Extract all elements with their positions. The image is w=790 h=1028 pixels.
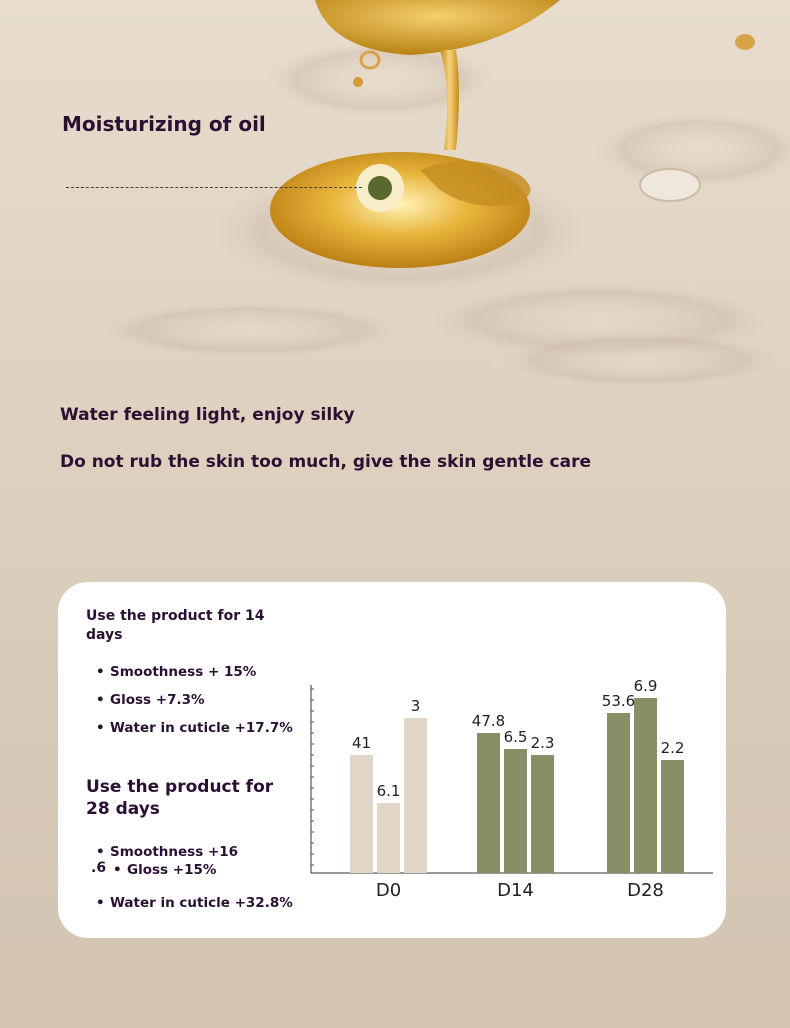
tagline-light: Water feeling light, enjoy silky — [60, 405, 355, 425]
bar-d0-2 — [404, 718, 427, 873]
bar-d14-0 — [477, 733, 500, 873]
bullet: • — [96, 895, 105, 911]
x-tick-label: D0 — [376, 880, 401, 901]
data-label: 41 — [352, 734, 371, 752]
bullet: • — [113, 862, 122, 878]
stat-14-gloss: • Gloss +7.3% — [96, 692, 205, 708]
bullet: • — [96, 692, 105, 708]
stat-14-water: • Water in cuticle +17.7% — [96, 720, 293, 736]
stat-28-smoothness: • Smoothness +16 — [96, 844, 239, 860]
data-label: 6.5 — [504, 728, 528, 746]
bullet: • — [96, 664, 105, 680]
title-14-days: Use the product for 14 days — [86, 608, 265, 643]
headline: Moisturizing of oil — [62, 112, 266, 136]
bar-d14-1 — [504, 749, 527, 873]
wrapped-fragment: .6 — [91, 860, 107, 876]
x-tick-label: D14 — [497, 880, 534, 901]
tagline-gentle: Do not rub the skin too much, give the s… — [60, 452, 591, 472]
bar-d28-0 — [607, 713, 630, 873]
title-28-days: Use the product for 28 days — [86, 777, 274, 819]
bullet: • — [96, 720, 105, 736]
bar-d14-2 — [531, 755, 554, 873]
data-label: 3 — [411, 697, 421, 715]
bar-d0-0 — [350, 755, 373, 873]
bar-d28-1 — [634, 698, 657, 873]
data-label: 53.6 — [602, 692, 635, 710]
marker-dot — [368, 176, 392, 200]
data-label: 2.2 — [661, 739, 685, 757]
bullet: • — [96, 844, 105, 860]
bar-d28-2 — [661, 760, 684, 873]
data-label: 47.8 — [472, 712, 505, 730]
x-tick-label: D28 — [627, 880, 664, 901]
results-card: Use the product for 14 days • Smoothness … — [58, 582, 726, 938]
stat-28-gloss: • Gloss +15% — [113, 862, 217, 878]
data-label: 6.9 — [634, 677, 658, 695]
results-bar-chart: 41 6.1 3 D0 47.86.5 2.3 D14 53.66.9 2.2 D28 — [310, 677, 713, 901]
bar-d0-1 — [377, 803, 400, 873]
stat-28-water: • Water in cuticle +32.8% — [96, 895, 293, 911]
data-label: 2.3 — [531, 734, 555, 752]
stat-14-smoothness: • Smoothness + 15% — [96, 664, 257, 680]
data-label: 6.1 — [377, 782, 401, 800]
dashed-leader-line — [66, 187, 362, 188]
oil-droplet-background — [90, 0, 790, 390]
